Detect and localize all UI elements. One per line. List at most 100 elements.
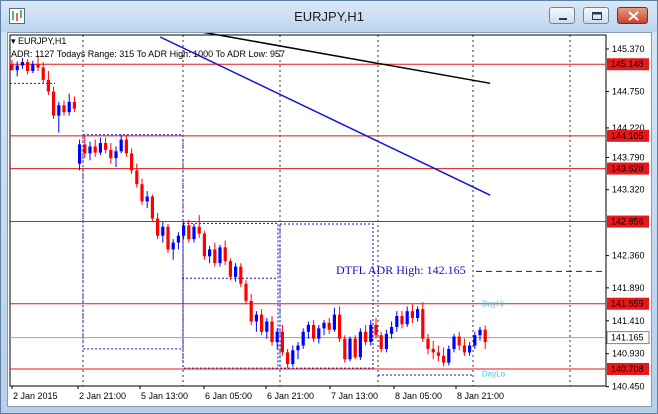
candle-body-23 xyxy=(130,153,134,171)
candle-body-20 xyxy=(114,151,118,159)
x-tick-label-6: 8 Jan 05:00 xyxy=(395,391,442,401)
x-tick-label-1: 2 Jan 21:00 xyxy=(79,391,126,401)
y-tick-label-7: 141.410 xyxy=(612,316,645,326)
candle-body-1 xyxy=(15,65,19,71)
candle-body-91 xyxy=(483,329,487,343)
candle-body-78 xyxy=(416,309,420,319)
price-tag-bg-2 xyxy=(607,162,649,175)
y-tick-label-4: 143.320 xyxy=(612,185,645,195)
candle-body-47 xyxy=(254,314,258,322)
title-bar[interactable]: EURJPY,H1 xyxy=(1,1,657,32)
candle-body-43 xyxy=(234,266,238,277)
y-tick-label-0: 145.370 xyxy=(612,44,645,54)
candle-body-64 xyxy=(343,338,347,360)
trend-line-black xyxy=(202,33,491,85)
candle-body-8 xyxy=(52,91,56,116)
price-tag-bg-3 xyxy=(607,215,649,228)
candle-body-61 xyxy=(327,322,331,330)
candle-body-58 xyxy=(312,324,316,339)
price-tag-bg-4 xyxy=(607,297,649,310)
candle-body-62 xyxy=(332,314,336,330)
candle-body-7 xyxy=(46,79,50,92)
price-tag-label-6: 141.165 xyxy=(611,333,644,343)
candle-body-16 xyxy=(93,146,97,153)
candle-body-63 xyxy=(338,314,342,339)
dayhi-label: DayHi xyxy=(482,299,504,308)
x-tick-label-0: 2 Jan 2015 xyxy=(13,391,58,401)
candle-body-51 xyxy=(275,331,279,343)
x-tick-label-7: 8 Jan 21:00 xyxy=(457,391,504,401)
trend-lines xyxy=(159,33,491,196)
candle-body-24 xyxy=(135,170,139,185)
candle-body-27 xyxy=(150,196,154,219)
candle-body-75 xyxy=(400,315,404,325)
candle-body-79 xyxy=(421,309,425,339)
candle-body-60 xyxy=(322,322,326,329)
candle-body-32 xyxy=(176,235,180,243)
y-tick-label-5: 142.360 xyxy=(612,251,645,261)
candle-body-38 xyxy=(208,249,212,257)
candle-body-31 xyxy=(171,242,175,250)
candle-body-49 xyxy=(265,321,269,332)
chart-area[interactable]: DTFL ADR High: 142.165 DayHi DayLo 145.370… xyxy=(7,32,652,407)
candle-body-22 xyxy=(124,139,128,154)
trend-line-blue xyxy=(159,36,491,196)
candle-body-53 xyxy=(286,352,290,365)
candle-body-28 xyxy=(156,218,160,236)
price-tag-label-4: 141.659 xyxy=(611,299,644,309)
minimize-icon xyxy=(559,18,567,20)
candle-body-90 xyxy=(478,329,482,336)
candles xyxy=(10,57,487,369)
candle-body-25 xyxy=(140,184,144,202)
y-tick-label-6: 141.890 xyxy=(612,283,645,293)
x-tick-label-5: 7 Jan 13:00 xyxy=(331,391,378,401)
candle-body-9 xyxy=(57,105,61,116)
candle-body-55 xyxy=(296,345,300,351)
candle-body-6 xyxy=(41,67,45,80)
candle-body-85 xyxy=(452,336,456,349)
candle-body-81 xyxy=(431,348,435,353)
maximize-button[interactable] xyxy=(583,7,609,24)
candle-body-12 xyxy=(72,101,76,109)
chart-grid xyxy=(9,34,607,387)
chart-app-icon xyxy=(9,8,25,24)
candle-body-36 xyxy=(197,226,201,234)
close-icon xyxy=(628,11,639,21)
candle-body-71 xyxy=(379,335,383,349)
daylo-label: DayLo xyxy=(482,369,506,378)
candle-body-72 xyxy=(384,333,388,349)
candle-body-87 xyxy=(462,345,466,353)
plot-border xyxy=(9,34,607,387)
price-tag-label-2: 143.628 xyxy=(611,164,644,174)
maximize-icon xyxy=(592,12,602,20)
price-tag-bg-0 xyxy=(607,58,649,71)
candle-body-30 xyxy=(166,226,170,250)
candle-body-84 xyxy=(447,348,451,363)
candle-body-59 xyxy=(317,328,321,339)
candle-body-40 xyxy=(218,247,222,264)
minimize-button[interactable] xyxy=(549,7,575,24)
candle-body-52 xyxy=(280,331,284,353)
candle-body-69 xyxy=(369,324,373,343)
candle-body-86 xyxy=(457,336,461,346)
candle-body-66 xyxy=(353,338,357,358)
candle-body-3 xyxy=(26,62,30,71)
candle-body-2 xyxy=(20,62,24,66)
price-chart[interactable]: DTFL ADR High: 142.165 DayHi DayLo 145.370… xyxy=(8,33,651,406)
candle-body-15 xyxy=(88,146,92,154)
candle-body-54 xyxy=(291,350,295,365)
range-box-3 xyxy=(279,223,374,369)
candle-body-74 xyxy=(395,315,399,327)
close-button[interactable] xyxy=(617,7,648,24)
candle-body-70 xyxy=(374,324,378,336)
candle-body-44 xyxy=(239,266,243,284)
candle-body-21 xyxy=(119,139,123,152)
candle-body-41 xyxy=(223,247,227,262)
candle-body-4 xyxy=(31,64,35,71)
annotations: DTFL ADR High: 142.165 DayHi DayLo xyxy=(336,263,506,378)
y-tick-label-2: 144.220 xyxy=(612,123,645,133)
candle-body-14 xyxy=(83,144,87,154)
candle-body-77 xyxy=(410,311,414,319)
adr-info-label: ADR: 1127 Todays Range: 315 To ADR High:… xyxy=(11,49,285,59)
